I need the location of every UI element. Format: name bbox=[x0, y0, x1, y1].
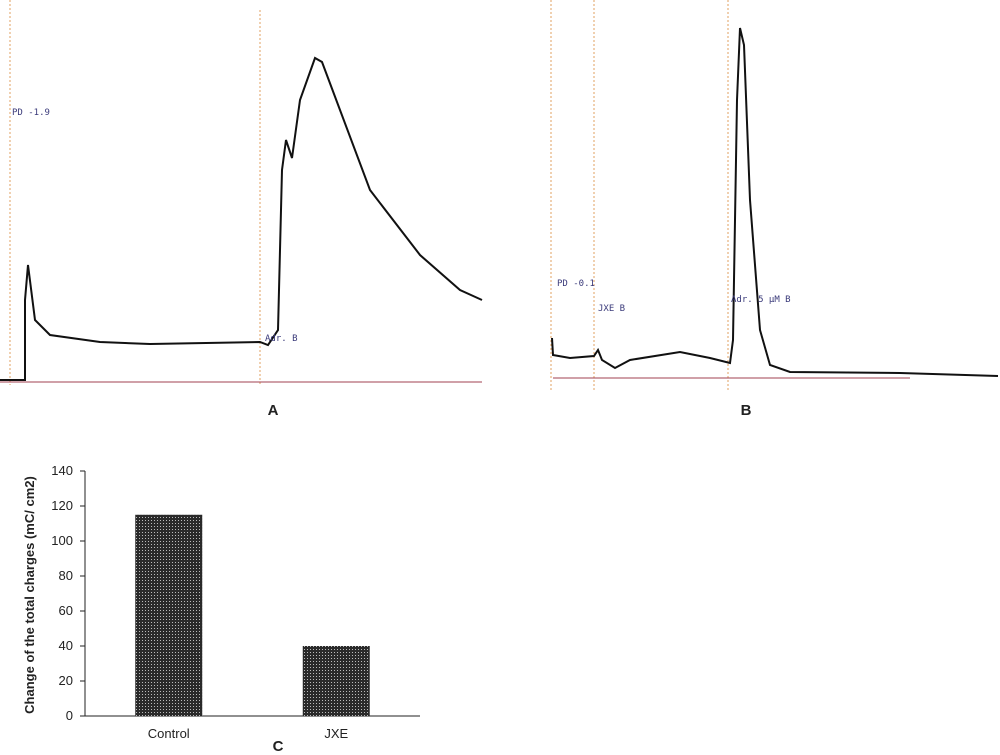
y-tick-label: 60 bbox=[59, 603, 73, 618]
y-tick-label: 40 bbox=[59, 638, 73, 653]
panel-label: C bbox=[273, 738, 284, 755]
y-tick-label: 100 bbox=[51, 533, 73, 548]
y-tick-label: 0 bbox=[66, 708, 73, 723]
y-tick-label: 140 bbox=[51, 463, 73, 478]
x-tick-label: JXE bbox=[324, 726, 348, 741]
annotation: JXE B bbox=[598, 304, 625, 314]
panel-label: B bbox=[741, 402, 752, 419]
y-axis-label: Change of the total charges (mC/ cm2) bbox=[22, 476, 37, 714]
trace bbox=[0, 56, 483, 381]
annotation: Adr. 5 μM B bbox=[731, 295, 791, 305]
x-tick-label: Control bbox=[148, 726, 190, 741]
trace bbox=[551, 27, 999, 377]
panel-label: A bbox=[268, 402, 279, 419]
y-tick-label: 80 bbox=[59, 568, 73, 583]
bar-texture bbox=[135, 514, 203, 716]
annotation: PD -0.1 bbox=[557, 279, 595, 289]
y-tick-label: 120 bbox=[51, 498, 73, 513]
y-tick-label: 20 bbox=[59, 673, 73, 688]
trace-panel-a: PD -1.9 Adr. B A bbox=[0, 0, 483, 419]
annotation: Adr. B bbox=[265, 334, 298, 344]
trace-panel-b: PD -0.1 JXE B Adr. 5 μM B B bbox=[550, 0, 999, 419]
bar-texture bbox=[302, 646, 370, 716]
annotation: PD -1.9 bbox=[12, 108, 50, 118]
